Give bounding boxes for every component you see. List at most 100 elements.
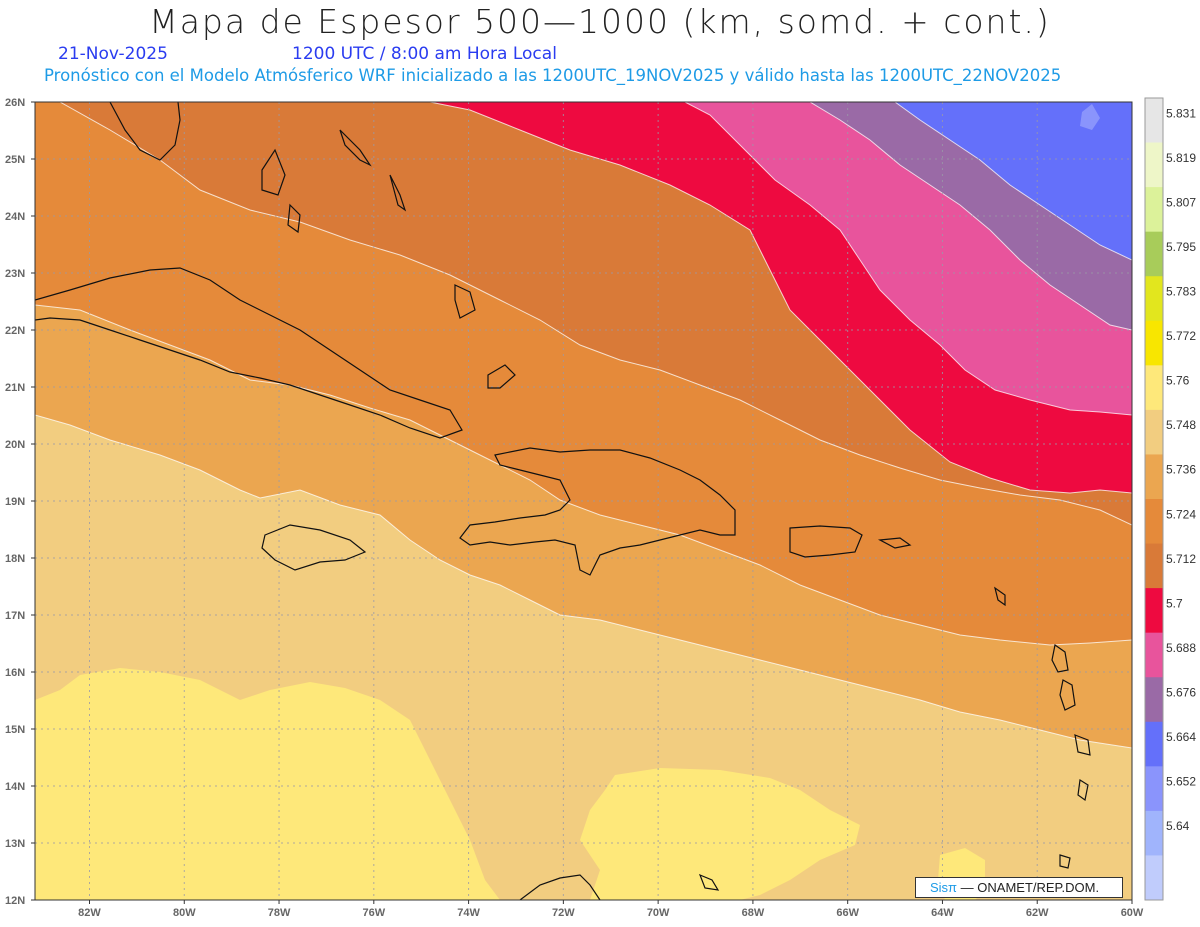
coast-hispaniola [459,447,736,576]
colorbar-swatch [1145,810,1163,856]
longitude-label: 60W [1121,907,1144,919]
colorbar-label: 5.819 [1166,151,1196,165]
colorbar-label: 5.76 [1166,374,1190,388]
colorbar-label: 5.7 [1166,596,1183,610]
colorbar-swatch [1145,588,1163,634]
colorbar-frame [1144,97,1164,901]
coast-jamaica [261,524,367,571]
colorbar-label: 5.652 [1166,775,1196,789]
coast-south-america [519,874,601,900]
colorbar-swatch [1145,543,1163,589]
latitude-label: 20N [5,439,25,451]
coast-lesser-antilles-3 [1051,643,1069,673]
latitude-label: 12N [5,895,25,907]
latitude-label: 21N [5,382,25,394]
colorbar-swatch [1145,454,1163,500]
colorbar-label: 5.795 [1166,240,1196,254]
latitude-axis: 26N 25N 24N 23N 22N 21N 20N 19N 18N 17N 16N 15N 14N 1… [5,97,35,907]
coast-bahamas-2 [287,203,301,234]
longitude-label: 62W [1026,907,1049,919]
latitude-label: 25N [5,154,25,166]
colorbar-swatch [1145,276,1163,322]
longitude-label: 70W [647,907,670,919]
credit-text: — ONAMET/REP.DOM. [960,880,1100,895]
credit-box: Sisπ — ONAMET/REP.DOM. [915,877,1123,898]
coast-florida [109,102,181,161]
colorbar-swatch [1145,142,1163,188]
coast-lesser-antilles-1 [877,537,912,549]
colorbar-label: 5.783 [1166,285,1196,299]
colorbar-label: 5.807 [1166,195,1196,209]
colorbar-swatch [1145,231,1163,277]
longitude-label: 74W [457,907,480,919]
coast-bahamas-5 [454,284,476,319]
longitude-label: 80W [173,907,196,919]
colorbar-label: 5.712 [1166,552,1196,566]
coast-bahamas-4 [389,174,407,212]
colorbar-label: 5.831 [1166,106,1196,120]
coast-tobago [1059,854,1071,869]
graticule [35,102,1132,900]
longitude-label: 82W [78,907,101,919]
longitude-axis: 82W 80W 78W 76W 74W 72W 70W 68W 66W 64W 62W 60W [78,900,1144,919]
model-info: Pronóstico con el Modelo Atmósferico WRF… [44,66,1062,85]
latitude-label: 16N [5,667,25,679]
colorbar-label: 5.64 [1166,819,1190,833]
colorbar: 5.831 5.819 5.807 5.795 5.783 5.772 5.76 5.748 5… [1144,97,1196,901]
colorbar-swatch [1145,632,1163,678]
latitude-label: 22N [5,325,25,337]
coast-lesser-antilles-6 [1077,778,1089,802]
latitude-label: 18N [5,553,25,565]
colorbar-swatch [1145,98,1163,144]
coast-bahamas-6 [487,364,516,389]
colorbar-label: 5.676 [1166,686,1196,700]
band-5760-caribbean [580,768,860,900]
colorbar-swatch [1145,409,1163,455]
colorbar-swatch [1145,855,1163,901]
longitude-label: 64W [931,907,954,919]
contour-lines [35,102,1132,749]
colorbar-swatch [1145,320,1163,366]
longitude-label: 68W [742,907,765,919]
colorbar-swatch [1145,677,1163,723]
latitude-label: 24N [5,211,25,223]
coast-bahamas-3 [339,129,372,167]
band-5760-south-america [35,668,500,900]
latitude-label: 26N [5,97,25,109]
thickness-fill-bands [35,102,1132,900]
longitude-label: 72W [552,907,575,919]
latitude-label: 23N [5,268,25,280]
map-title: Mapa de Espesor 500—1000 (km, somd. + co… [149,2,1051,41]
colorbar-swatch [1145,721,1163,767]
coast-lesser-antilles-2 [994,586,1006,607]
coast-lesser-antilles-5 [1074,734,1091,756]
colorbar-label: 5.736 [1166,463,1196,477]
latitude-label: 15N [5,724,25,736]
coastlines [35,102,1091,900]
longitude-label: 66W [836,907,859,919]
coast-cuba [35,267,463,439]
latitude-label: 14N [5,781,25,793]
longitude-label: 78W [268,907,291,919]
colorbar-label: 5.772 [1166,329,1196,343]
credit-brand: Sisπ [930,880,958,895]
coast-lesser-antilles-4 [1059,679,1076,711]
colorbar-label: 5.724 [1166,507,1196,521]
colorbar-label: 5.664 [1166,730,1196,744]
forecast-date: 21-Nov-2025 [58,44,168,64]
colorbar-swatch [1145,499,1163,545]
coast-bahamas-1 [261,148,286,196]
latitude-label: 13N [5,838,25,850]
forecast-time: 1200 UTC / 8:00 am Hora Local [292,44,557,64]
colorbar-swatch [1145,365,1163,411]
longitude-label: 76W [363,907,386,919]
colorbar-label: 5.748 [1166,418,1196,432]
coast-puerto-rico [789,525,863,558]
colorbar-swatch [1145,766,1163,812]
latitude-label: 17N [5,610,25,622]
band-5664 [895,102,1132,260]
latitude-label: 19N [5,496,25,508]
band-5652-patch [1080,104,1100,130]
colorbar-swatch [1145,187,1163,233]
